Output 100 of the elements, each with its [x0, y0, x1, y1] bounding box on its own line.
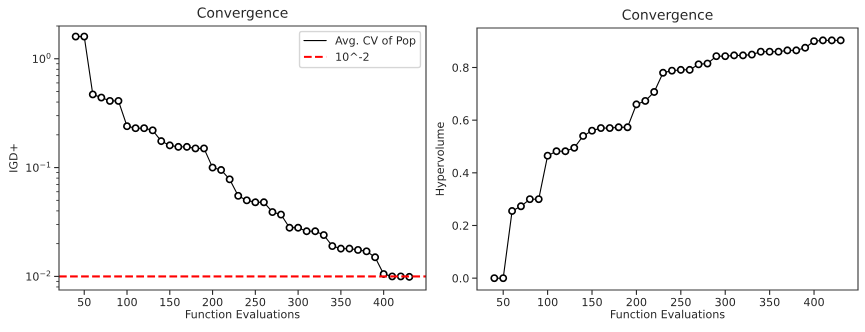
point [588, 126, 596, 135]
point [632, 100, 640, 108]
x-tick-label: 250 [246, 298, 266, 306]
y-tick-label: 0.4 [452, 168, 469, 178]
point [182, 142, 191, 151]
point [217, 166, 226, 174]
point [650, 88, 658, 96]
point [499, 274, 508, 282]
point [508, 207, 516, 215]
point [552, 147, 560, 156]
x-tick-label: 300 [715, 298, 736, 306]
point [730, 51, 738, 60]
x-tick-label: 350 [331, 298, 351, 306]
point [72, 32, 80, 41]
point [766, 48, 774, 56]
point [234, 192, 242, 200]
legend-label: Avg. CV of Pop [335, 36, 416, 47]
chart-title: Convergence [197, 7, 288, 21]
point [570, 144, 578, 152]
point [88, 90, 97, 98]
legend-label: 10^-2 [336, 52, 368, 61]
point [676, 66, 685, 74]
point [354, 246, 362, 254]
x-tick-label: 150 [160, 298, 180, 306]
y-tick-label: 0.0 [452, 274, 469, 283]
x-tick-label: 400 [374, 298, 394, 306]
y-tick-label: 0.8 [452, 63, 469, 72]
point [277, 210, 285, 219]
point [226, 175, 234, 184]
point [668, 66, 676, 75]
point [721, 52, 730, 60]
chart-title: Convergence [622, 9, 713, 23]
x-tick-label: 100 [118, 298, 137, 306]
y-tick-label: 10$^{−2}$ [26, 270, 50, 281]
point [534, 195, 543, 204]
x-axis-title: Function Evaluations [186, 310, 300, 318]
point [694, 60, 703, 68]
y-axis-title: Hypervolume [435, 122, 446, 196]
point [836, 36, 845, 44]
point [157, 137, 166, 146]
point [106, 96, 114, 105]
point [260, 198, 268, 206]
point [148, 126, 157, 134]
point [544, 152, 552, 160]
point [801, 44, 810, 52]
point [579, 132, 588, 140]
point [686, 66, 694, 74]
point [792, 46, 800, 54]
point [659, 68, 668, 77]
point [311, 227, 320, 236]
point [208, 164, 217, 172]
point [704, 60, 712, 68]
point [712, 52, 720, 60]
point [302, 227, 311, 236]
point [606, 124, 614, 132]
x-tick-label: 150 [582, 298, 602, 306]
point [783, 46, 792, 54]
point [191, 144, 200, 152]
x-tick-label: 200 [626, 298, 646, 306]
point [140, 124, 148, 132]
point [294, 224, 302, 232]
point [810, 37, 818, 46]
x-tick-label: 350 [760, 298, 780, 306]
y-tick-label: 10$^{−1}$ [26, 162, 50, 172]
point [123, 122, 131, 130]
point [336, 244, 345, 253]
point [739, 51, 747, 60]
point [490, 274, 498, 282]
x-tick-label: 300 [288, 298, 308, 306]
point [362, 247, 371, 256]
y-tick-label: 0.6 [452, 116, 469, 125]
point [641, 96, 650, 105]
point [80, 32, 88, 41]
point [132, 124, 140, 132]
point [345, 244, 354, 253]
point [200, 144, 208, 152]
point [614, 123, 623, 132]
point [818, 36, 827, 44]
y-tick-label: 0.2 [452, 221, 468, 230]
point [561, 147, 570, 156]
x-tick-label: 50 [496, 298, 510, 306]
x-axis-title: Function Evaluations [610, 310, 725, 318]
point [268, 208, 276, 216]
point [97, 94, 106, 102]
point [828, 36, 836, 44]
point [624, 123, 632, 132]
point [517, 202, 525, 210]
point [748, 50, 756, 59]
point [174, 142, 182, 151]
x-tick-label: 100 [538, 298, 558, 306]
point [166, 141, 174, 150]
point [242, 196, 251, 204]
point [596, 124, 605, 132]
x-tick-label: 50 [78, 298, 91, 306]
point [756, 48, 765, 56]
y-axis-title: IGD+ [9, 144, 18, 172]
point [320, 231, 328, 239]
x-tick-label: 250 [671, 298, 691, 306]
point [251, 198, 260, 206]
x-tick-label: 400 [804, 298, 824, 306]
